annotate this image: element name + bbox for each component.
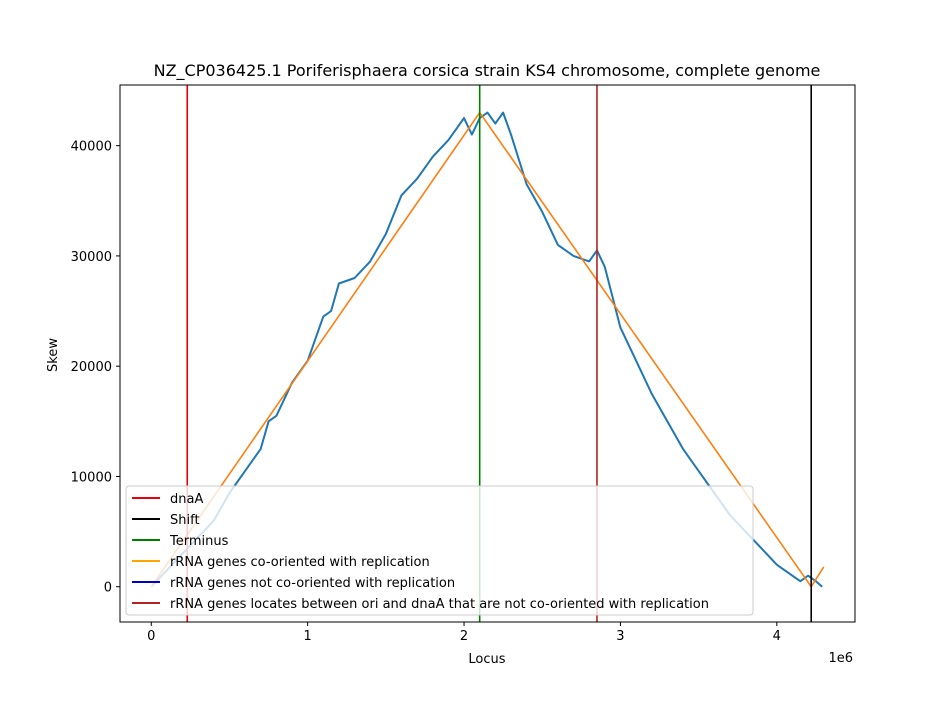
- chart-title: NZ_CP036425.1 Poriferisphaera corsica st…: [154, 61, 821, 81]
- legend-label: rRNA genes not co-oriented with replicat…: [170, 576, 455, 591]
- y-axis-label: Skew: [46, 338, 61, 372]
- x-tick-label: 2: [460, 629, 468, 644]
- y-tick-label: 20000: [71, 360, 112, 375]
- y-tick-label: 10000: [71, 470, 112, 485]
- x-tick-label: 0: [147, 629, 155, 644]
- x-tick-label: 1: [304, 629, 312, 644]
- x-axis-label: Locus: [468, 652, 505, 667]
- axes: 0 1 2 3 4 0 10000 20000 30000 40000: [71, 84, 856, 644]
- x-axis-offset-label: 1e6: [828, 651, 853, 666]
- plot-frame: [119, 84, 856, 623]
- legend-box: [125, 485, 754, 616]
- legend-label: rRNA genes co-oriented with replication: [170, 555, 430, 570]
- y-tick-label: 40000: [71, 140, 112, 155]
- legend-label: Terminus: [169, 534, 229, 549]
- fit-series-line: [150, 111, 825, 588]
- y-tick-label: 0: [104, 581, 112, 596]
- legend-label: Shift: [170, 513, 200, 528]
- y-tick-label: 30000: [71, 250, 112, 265]
- x-tick-label: 3: [616, 629, 624, 644]
- legend-label: dnaA: [170, 492, 203, 507]
- x-tick-label: 4: [773, 629, 781, 644]
- legend-label: rRNA genes locates between ori and dnaA …: [170, 597, 709, 612]
- legend: dnaA Shift Terminus rRNA genes co-oriented …: [125, 485, 754, 616]
